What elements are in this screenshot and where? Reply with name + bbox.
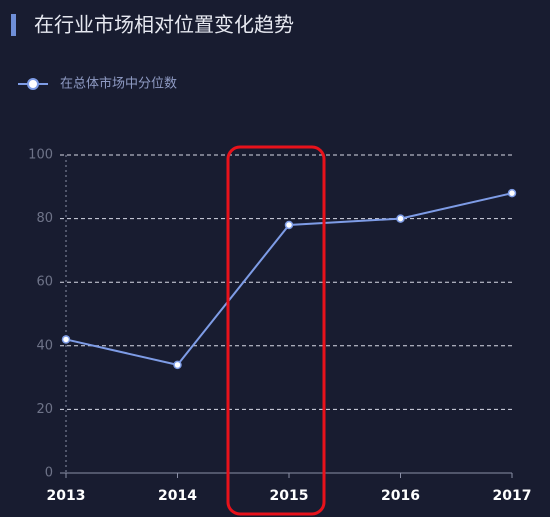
y-tick-label: 80	[36, 211, 53, 226]
data-point	[173, 360, 182, 370]
y-tick-label: 100	[28, 148, 53, 163]
legend-label: 在总体市场中分位数	[60, 76, 177, 92]
data-point	[396, 214, 405, 223]
x-tick-label: 2013	[47, 488, 86, 504]
x-tick-label: 2014	[158, 488, 197, 504]
data-point	[284, 220, 294, 230]
chart-title: 在行业市场相对位置变化趋势	[34, 13, 294, 37]
y-tick-label: 0	[45, 466, 53, 481]
title-marker	[11, 14, 16, 36]
x-tick-label: 2016	[381, 488, 420, 504]
x-tick-label: 2015	[270, 488, 309, 504]
y-tick-label: 40	[36, 338, 53, 353]
legend-marker	[27, 78, 39, 90]
x-tick-label: 2017	[493, 488, 532, 504]
y-tick-label: 60	[36, 275, 53, 290]
highlight-box	[226, 145, 326, 516]
data-point	[507, 188, 517, 198]
legend: 在总体市场中分位数	[18, 76, 177, 92]
y-tick-label: 20	[36, 402, 53, 417]
data-point	[61, 335, 71, 344]
